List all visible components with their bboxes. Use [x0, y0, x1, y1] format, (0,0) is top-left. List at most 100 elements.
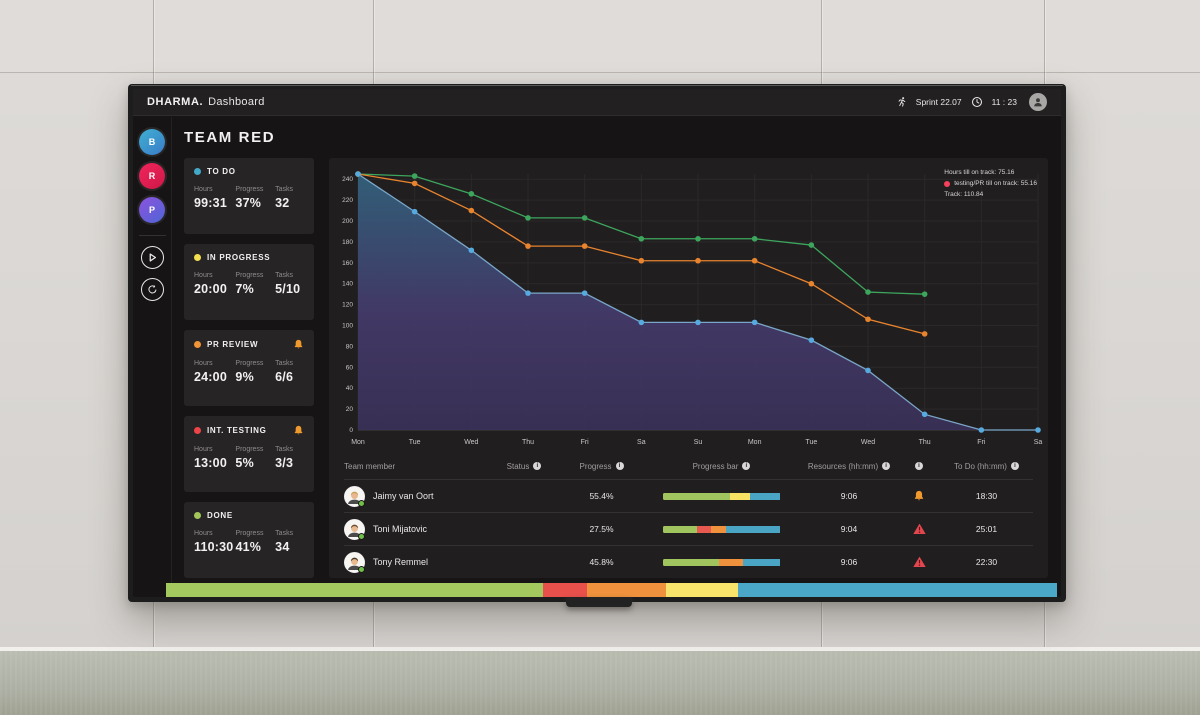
table-row[interactable]: Tony Remmel 45.8% 9:06 22:30 [344, 545, 1033, 578]
status-card-in-progress[interactable]: IN PROGRESS Hours 20:00 Progress 7% Tasks 5/10 [184, 244, 314, 320]
resources-cell: 9:04 [840, 524, 858, 534]
card-header: DONE [194, 511, 304, 520]
sprint-label: Sprint 22.07 [915, 97, 962, 107]
wall-upper-panel [0, 0, 1200, 73]
svg-text:Wed: Wed [464, 439, 478, 446]
user-avatar[interactable] [1029, 93, 1047, 111]
progress-bar-segment [696, 525, 711, 533]
svg-text:140: 140 [342, 281, 353, 288]
stat-value: 32 [275, 196, 290, 210]
team-button-p[interactable]: P [139, 197, 165, 223]
bar-segment-done [166, 583, 543, 597]
card-alert [293, 425, 304, 436]
svg-text:200: 200 [342, 218, 353, 225]
info-icon[interactable]: i [915, 462, 923, 470]
status-card-done[interactable]: DONE Hours 110:30 Progress 41% Tasks 34 [184, 502, 314, 578]
stat-value: 13:00 [194, 456, 227, 470]
svg-text:Thu: Thu [522, 439, 534, 446]
burndown-chart-svg: 0 20 40 60 80 100 120 140 160 180 200 220 240 Mon Tue W… [342, 171, 1042, 446]
tv-mount-bracket [566, 597, 632, 607]
team-member-cell: Toni Mijatovic [344, 518, 489, 540]
column-header-label: Progress bar [692, 461, 739, 471]
card-alert [293, 339, 304, 350]
progress-bar-cell [644, 492, 799, 500]
stat-label: Hours [194, 446, 213, 453]
member-name: Tony Remmel [373, 557, 429, 567]
svg-text:Tue: Tue [805, 439, 817, 446]
stat-label: Progress [235, 360, 264, 367]
team-button-b[interactable]: B [139, 129, 165, 155]
stat-label: Tasks [275, 272, 294, 279]
svg-text:120: 120 [342, 302, 353, 309]
column-header-team-member: Team member [344, 462, 489, 471]
stat-value: 6/6 [275, 370, 294, 384]
info-icon[interactable]: i [1010, 462, 1019, 470]
resources-cell: 9:06 [840, 557, 858, 567]
stat-progress: Progress 41% [235, 530, 273, 554]
progress-bar-segment [662, 558, 720, 566]
table-header-row: Team member Status i Progress i Progress bar i… [344, 453, 1033, 479]
legend-text: testing/PR till on track: 55.16 [954, 180, 1037, 187]
info-icon[interactable]: i [882, 462, 891, 470]
info-icon[interactable]: i [742, 462, 751, 470]
info-icon[interactable]: i [615, 462, 624, 470]
clock-time: 11 : 23 [991, 97, 1017, 107]
table-row[interactable]: Toni Mijatovic 27.5% 9:04 25:01 [344, 512, 1033, 545]
status-dot-icon [194, 427, 201, 434]
stat-value: 20:00 [194, 282, 227, 296]
column-header-label: Team member [344, 461, 396, 471]
card-label: DONE [207, 511, 233, 520]
stat-label: Progress [235, 530, 264, 537]
stat-tasks: Tasks 5/10 [275, 272, 302, 296]
stat-progress: Progress 9% [235, 360, 273, 384]
team-button-label: B [148, 137, 156, 147]
status-card-pr-review[interactable]: PR REVIEW Hours 24:00 Progress 9% Tasks 6/6 [184, 330, 314, 406]
column-header-progress: Progress i [559, 462, 644, 471]
counter-ledge [0, 647, 1200, 715]
card-label: TO DO [207, 167, 236, 176]
stat-label: Tasks [275, 446, 294, 453]
dashboard-screen: DHARMA. Dashboard Sprint 22.07 11 : 23 [133, 89, 1061, 597]
alert-bell-icon [294, 339, 303, 349]
card-stats: Hours 13:00 Progress 5% Tasks 3/3 [194, 446, 304, 470]
online-status-dot [358, 565, 365, 573]
refresh-button[interactable] [140, 278, 164, 301]
card-header: IN PROGRESS [194, 253, 304, 262]
table-row[interactable]: Jaimy van Oort 55.4% 9:06 18:30 [344, 479, 1033, 512]
progress-bar-segment [726, 525, 781, 533]
svg-text:80: 80 [346, 343, 354, 350]
stat-hours: Hours 99:31 [194, 186, 233, 210]
card-label: PR REVIEW [207, 340, 259, 349]
svg-text:Sa: Sa [637, 439, 646, 446]
stat-value: 3/3 [275, 456, 294, 470]
page-title: TEAM RED [184, 129, 276, 146]
team-button-r[interactable]: R [139, 163, 165, 189]
svg-text:160: 160 [342, 260, 353, 267]
card-header: TO DO [194, 167, 304, 176]
member-name: Jaimy van Oort [373, 491, 434, 501]
legend-text: Track: 110.84 [944, 191, 984, 198]
svg-text:40: 40 [346, 385, 354, 392]
status-card-to-do[interactable]: TO DO Hours 99:31 Progress 37% Tasks 32 [184, 158, 314, 234]
tv-frame: DHARMA. Dashboard Sprint 22.07 11 : 23 [128, 84, 1066, 607]
status-dot-icon [194, 341, 201, 348]
todo-cell: 18:30 [975, 491, 998, 501]
progress-bar [662, 492, 781, 500]
play-button[interactable] [140, 246, 164, 269]
legend-dot-icon [944, 180, 951, 187]
alert-warning-icon [912, 556, 926, 568]
svg-text:Thu: Thu [919, 439, 931, 446]
svg-text:Mon: Mon [748, 439, 762, 446]
svg-text:Mon: Mon [351, 439, 365, 446]
stat-label: Progress [235, 272, 264, 279]
stat-hours: Hours 24:00 [194, 360, 233, 384]
stat-progress: Progress 5% [235, 446, 273, 470]
status-card-int-testing[interactable]: INT. TESTING Hours 13:00 Progress 5% Tasks 3/3 [184, 416, 314, 492]
stat-value: 37% [235, 196, 262, 210]
info-icon[interactable]: i [533, 462, 542, 470]
progress-bar-cell [644, 525, 799, 533]
clock-icon [971, 96, 983, 108]
bar-segment-pr-review [587, 583, 666, 597]
legend-item: Track: 110.84 [944, 189, 1037, 200]
column-header-label: Progress [579, 461, 612, 471]
